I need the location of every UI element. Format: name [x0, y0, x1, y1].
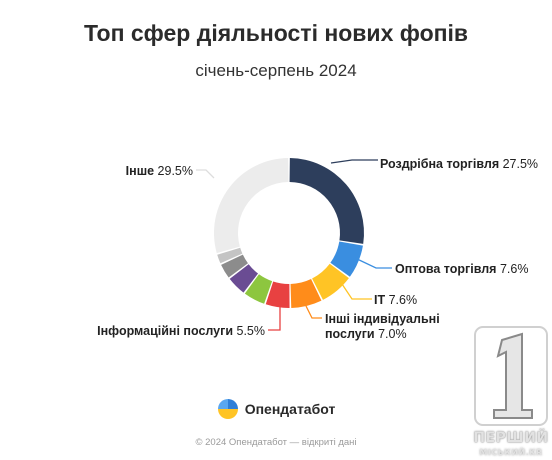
donut-slice-1: [330, 241, 363, 277]
slice-labels: Роздрібна торгівля 27.5% Оптова торгівля …: [97, 157, 538, 341]
donut-slices: [214, 158, 365, 308]
donut-slice-9: [214, 158, 289, 254]
leader-line-2: [341, 283, 372, 300]
leader-line-1: [354, 257, 392, 269]
brand: Опендатабот: [0, 398, 552, 420]
watermark-logo: ПЕРШИЙ МІСЬКИЙ.KR: [470, 326, 552, 460]
donut-slice-8: [217, 247, 243, 264]
donut-slice-2: [312, 263, 349, 300]
donut-slice-0: [289, 158, 365, 244]
leader-line-9: [196, 169, 215, 179]
donut-slice-6: [229, 264, 259, 293]
brand-name: Опендатабот: [244, 401, 336, 417]
footer-copyright: © 2024 Опендатабот — відкриті дані: [195, 437, 357, 448]
watermark-text: ПЕРШИЙ: [473, 430, 549, 446]
donut-slice-7: [221, 254, 248, 278]
slice-label-0: Роздрібна торгівля 27.5%: [380, 157, 538, 171]
slice-label-4: Інформаційні послуги 5.5%: [97, 324, 265, 338]
donut-slice-3: [290, 278, 322, 308]
leader-line-0: [330, 159, 378, 164]
leader-line-3: [305, 305, 322, 319]
leader-line-4: [268, 307, 281, 331]
slice-label-1: Оптова торгівля 7.6%: [395, 262, 528, 276]
donut-slice-4: [265, 281, 290, 308]
watermark-subtext: МІСЬКИЙ.KR: [479, 448, 543, 457]
leader-lines: [196, 159, 392, 331]
slice-label-9: Інше 29.5%: [126, 164, 193, 178]
chart-subtitle: січень-серпень 2024: [195, 61, 357, 80]
watermark-number-icon: [474, 326, 548, 426]
chart-title: Топ сфер діяльності нових фопів: [83, 20, 469, 46]
slice-label-2: IT 7.6%: [374, 293, 417, 307]
donut-slice-5: [244, 274, 273, 304]
opendatabot-logo-icon: [217, 399, 238, 419]
slice-label-3: Інші індивідуальні послуги 7.0%: [325, 312, 440, 341]
